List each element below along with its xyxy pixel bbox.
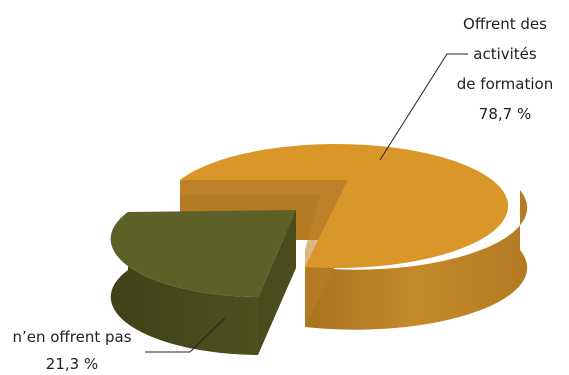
label-main-value: 78,7 % [479, 105, 531, 123]
label-main-line-2: activités [473, 45, 537, 63]
slice-small-top [110, 210, 296, 297]
label-small-line-1: n’en offrent pas [12, 328, 131, 346]
slice-small-side-cut [258, 210, 296, 355]
leader-line-main [379, 53, 468, 161]
slice-main-top [180, 144, 509, 269]
label-small-value: 21,3 % [46, 355, 98, 373]
slice-small-side [110, 212, 258, 355]
label-main-line-3: de formation [457, 75, 553, 93]
slice-main-inner-shadow [180, 180, 348, 267]
label-main-line-1: Offrent des [463, 15, 547, 33]
leader-line-small [145, 317, 226, 353]
slice-main-side-front [305, 190, 528, 330]
